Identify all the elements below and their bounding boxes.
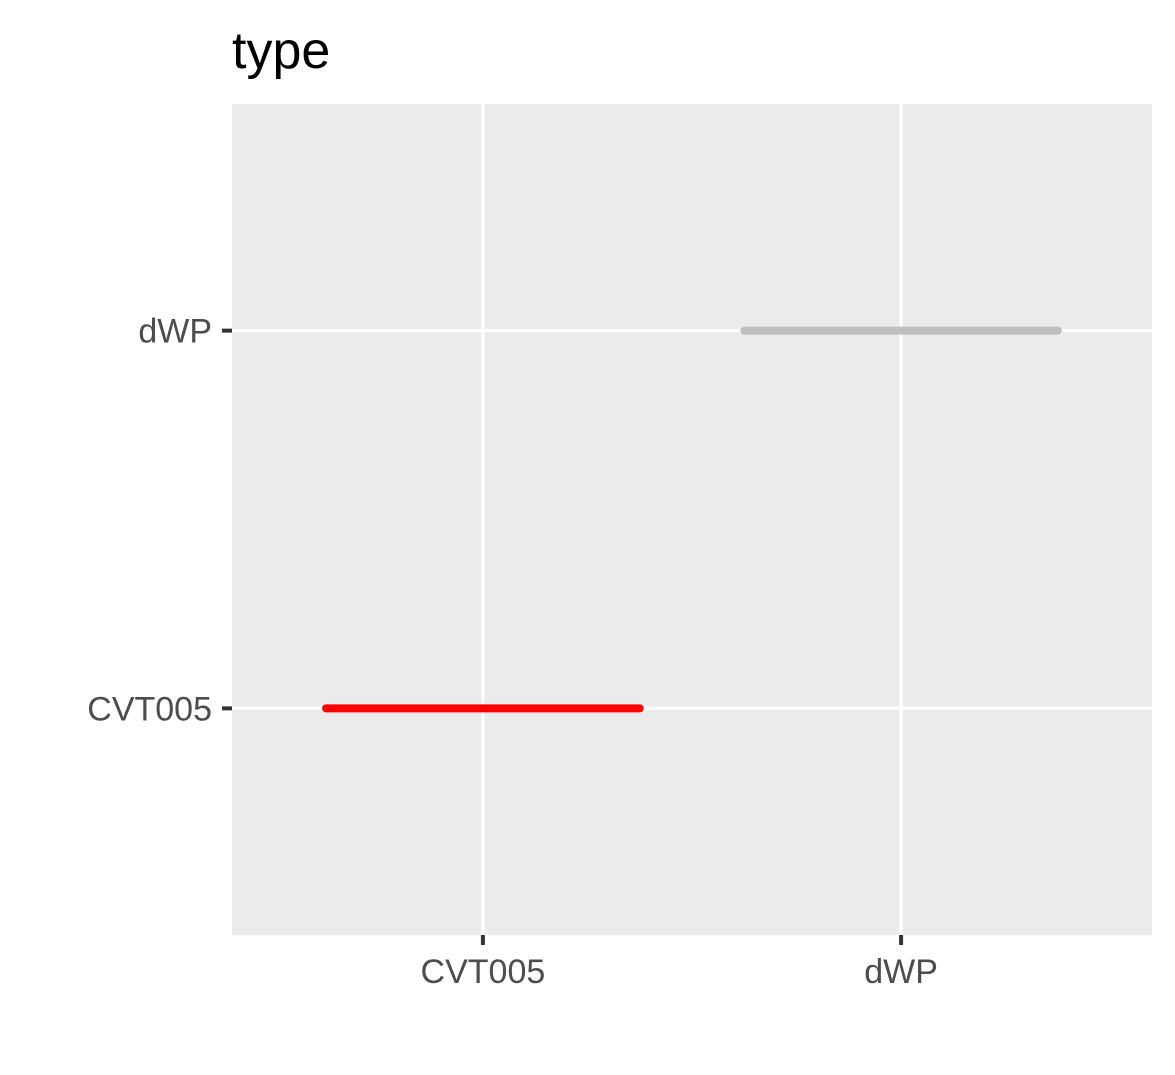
chart-title: type: [232, 22, 330, 80]
x-tick-label: dWP: [864, 953, 938, 991]
y-axis: CVT005 dWP: [87, 313, 232, 728]
x-axis: CVT005 dWP: [421, 935, 938, 991]
y-tick-label: CVT005: [87, 690, 212, 728]
x-tick-label: CVT005: [421, 953, 546, 991]
segment-layer: [322, 326, 1062, 713]
y-tick-label: dWP: [138, 313, 212, 351]
plot-panel: [232, 104, 1152, 935]
